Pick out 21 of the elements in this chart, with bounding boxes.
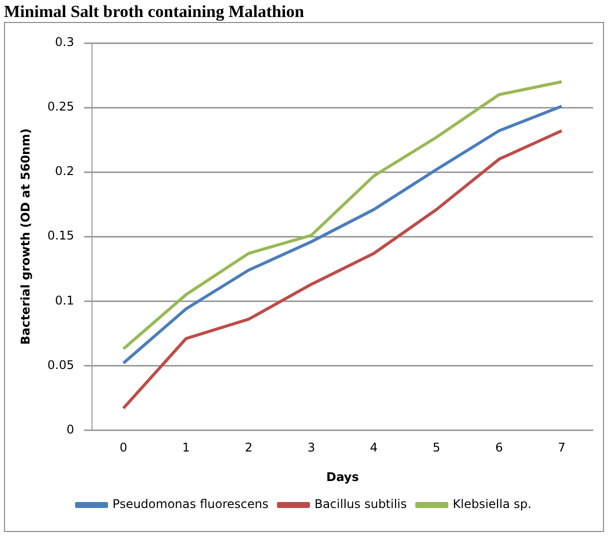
legend-label: Klebsiella sp. — [452, 497, 532, 512]
x-tick-label: 2 — [244, 440, 252, 455]
y-tick-label: 0.05 — [47, 358, 74, 372]
y-axis-title: Bacterial growth (OD at 560nm) — [18, 128, 32, 345]
x-tick-label: 4 — [370, 440, 378, 455]
x-axis-title: Days — [326, 470, 359, 484]
y-tick-label: 0 — [66, 422, 74, 436]
legend-label: Bacillus subtilis — [314, 497, 407, 512]
x-tick-label: 6 — [495, 440, 503, 455]
y-tick-label: 0.2 — [55, 164, 74, 178]
x-tick-label: 7 — [558, 440, 566, 455]
y-tick-label: 0.1 — [55, 293, 74, 308]
y-tick-label: 0.15 — [47, 228, 74, 243]
legend-label: Pseudomonas fluorescens — [112, 497, 268, 512]
y-tick-label: 0.3 — [55, 35, 74, 50]
chart-title: Minimal Salt broth containing Malathion — [3, 1, 306, 22]
x-tick-label: 3 — [307, 440, 316, 455]
x-tick-label: 0 — [120, 440, 128, 455]
x-tick-label: 1 — [182, 440, 190, 455]
y-tick-label: 0.25 — [47, 100, 74, 114]
x-tick-label: 5 — [432, 440, 440, 455]
